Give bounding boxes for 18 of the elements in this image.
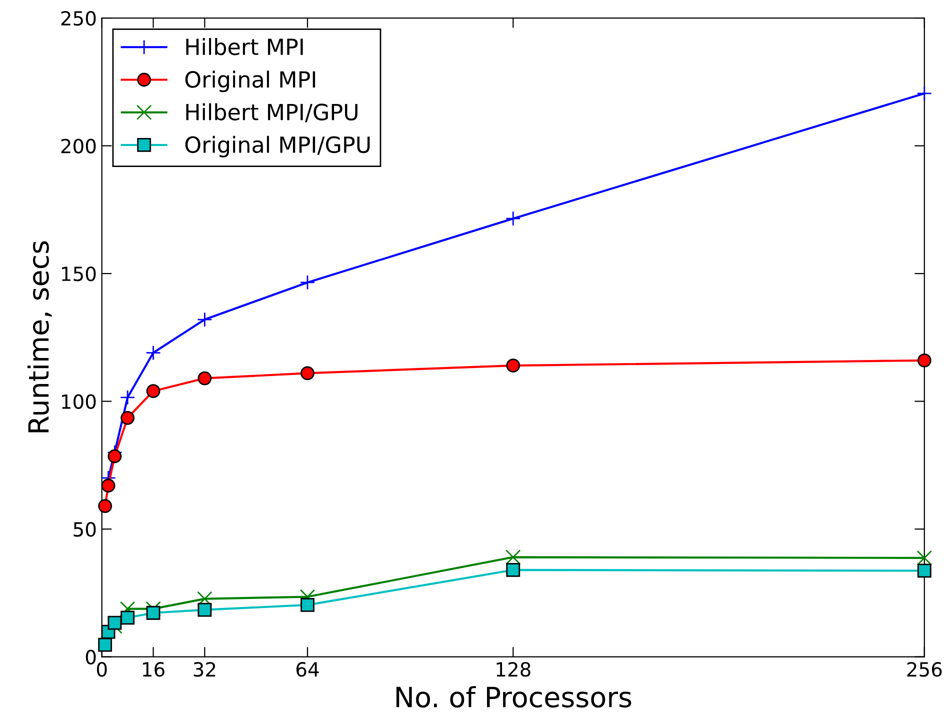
x-axis-title: No. of Processors xyxy=(396,686,632,708)
x-tick-label: 0 xyxy=(96,662,107,677)
x-tick-label: 16 xyxy=(143,662,164,677)
legend-label: Original MPI/GPU xyxy=(185,136,370,158)
y-tick-label: 0 xyxy=(86,650,96,664)
x-tick-label: 128 xyxy=(496,662,530,677)
legend-label: Original MPI xyxy=(185,70,316,92)
y-tick-label: 50 xyxy=(74,522,96,537)
x-tick-label: 32 xyxy=(194,662,216,677)
y-axis-title: Runtime, secs xyxy=(27,241,52,432)
x-tick-label: 64 xyxy=(296,662,319,677)
legend-label: Hilbert MPI/GPU xyxy=(186,103,358,122)
legend-label: Hilbert MPI xyxy=(186,38,303,56)
y-tick-label: 150 xyxy=(62,266,96,282)
y-tick-label: 250 xyxy=(61,10,96,26)
y-tick-label: 200 xyxy=(61,138,96,154)
y-tick-label: 100 xyxy=(62,394,96,409)
x-tick-label: 256 xyxy=(907,662,942,677)
